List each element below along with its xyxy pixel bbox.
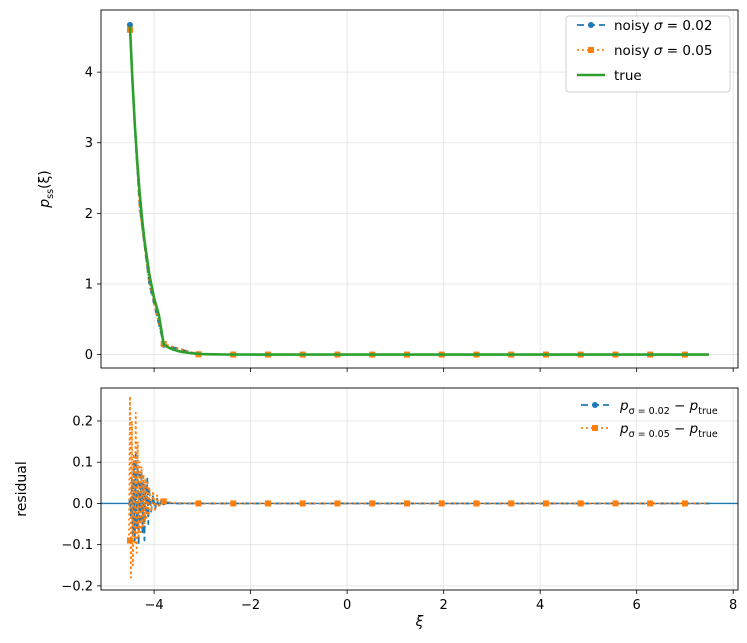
series-marker-1 [160, 498, 167, 505]
legend2-p: p [619, 398, 629, 414]
plot-area [126, 21, 710, 358]
series-marker-1 [473, 500, 480, 507]
legend2-sub-sigma: σ = 0.05 [629, 429, 670, 440]
legend2-p-true: p [689, 398, 699, 414]
x-tick-label: 0 [343, 598, 351, 613]
x-tick-label: 2 [439, 598, 447, 613]
series-marker-1 [403, 500, 410, 507]
legend2-marker-1 [592, 425, 598, 431]
legend2-minus: − [670, 421, 690, 437]
legend2-marker-0 [592, 402, 598, 408]
y-axis-label-arg: (ξ) [37, 170, 53, 189]
panel-frame [100, 387, 739, 591]
legend2-p: p [619, 421, 629, 437]
y-tick-label: −0.2 [61, 579, 93, 594]
y-tick-label: 0.0 [72, 497, 93, 512]
legend2-sub-true: true [698, 429, 718, 440]
series-marker-1 [264, 500, 271, 507]
legend2-minus: − [670, 398, 690, 414]
x-tick-label: −2 [241, 598, 260, 613]
legend-label-value: = 0.05 [662, 43, 712, 59]
legend2-label-1: pσ = 0.05 − ptrue [619, 421, 718, 440]
series-marker-1 [681, 500, 688, 507]
y-tick-label: 4 [85, 66, 93, 81]
legend-label-prefix: noisy [614, 18, 654, 34]
series-marker-1 [577, 500, 584, 507]
plot-area [101, 395, 738, 579]
series-line-2 [128, 26, 710, 356]
y-tick-label: 2 [85, 207, 93, 222]
legend-label-1: noisy σ = 0.05 [614, 43, 712, 59]
series-marker-1 [438, 500, 445, 507]
legend-marker-0 [588, 22, 594, 28]
x-tick-label: 6 [633, 598, 641, 613]
x-tick-label: −4 [144, 598, 163, 613]
legend-label-sigma: σ [654, 18, 663, 34]
series-marker-1 [230, 500, 237, 507]
series-line-0 [128, 453, 710, 546]
legend-label-2: true [614, 68, 642, 84]
legend2-sub-sigma: σ = 0.02 [629, 406, 670, 417]
legend-label-sigma: σ [654, 43, 663, 59]
y-tick-label: 0.1 [72, 456, 93, 471]
panel-1: −4 −2 0 2 4 6 8 −0.2 −0.1 0.0 0.1 0.2 [61, 387, 739, 613]
y-axis-label-top: pss(ξ) [37, 170, 56, 209]
series-marker-1 [369, 500, 376, 507]
x-tick-label: 4 [536, 598, 544, 613]
series-marker-1 [195, 500, 202, 507]
y-tick-label: 1 [85, 277, 93, 292]
x-axis-label: ξ [415, 614, 424, 630]
series-marker-1 [334, 500, 341, 507]
legend2-sub-true: true [698, 406, 718, 417]
series-marker-1 [647, 500, 654, 507]
y-axis-label-bottom: residual [14, 461, 30, 516]
y-tick-label: 0 [85, 348, 93, 363]
legend-label-value: = 0.02 [662, 18, 712, 34]
y-tick-label: 3 [85, 136, 93, 151]
y-tick-label: 0.2 [72, 414, 93, 429]
y-tick-label: −0.1 [61, 538, 93, 553]
series-marker-1 [126, 537, 133, 544]
series-marker-0 [126, 21, 133, 28]
series-marker-1 [612, 500, 619, 507]
y-axis-label-sub: ss [45, 189, 56, 199]
x-tick-label: 8 [729, 598, 737, 613]
legend-label-0: noisy σ = 0.02 [614, 18, 712, 34]
series-marker-1 [508, 500, 515, 507]
legend2-label-0: pσ = 0.02 − ptrue [619, 398, 718, 417]
series-marker-1 [299, 500, 306, 507]
series-marker-1 [542, 500, 549, 507]
y-axis-label-p: p [37, 199, 53, 209]
legend-label-prefix: noisy [614, 43, 654, 59]
legend2-p-true: p [689, 421, 699, 437]
legend-marker-1 [588, 47, 594, 53]
legend-top-box [565, 15, 731, 93]
panel-frame [100, 9, 739, 369]
